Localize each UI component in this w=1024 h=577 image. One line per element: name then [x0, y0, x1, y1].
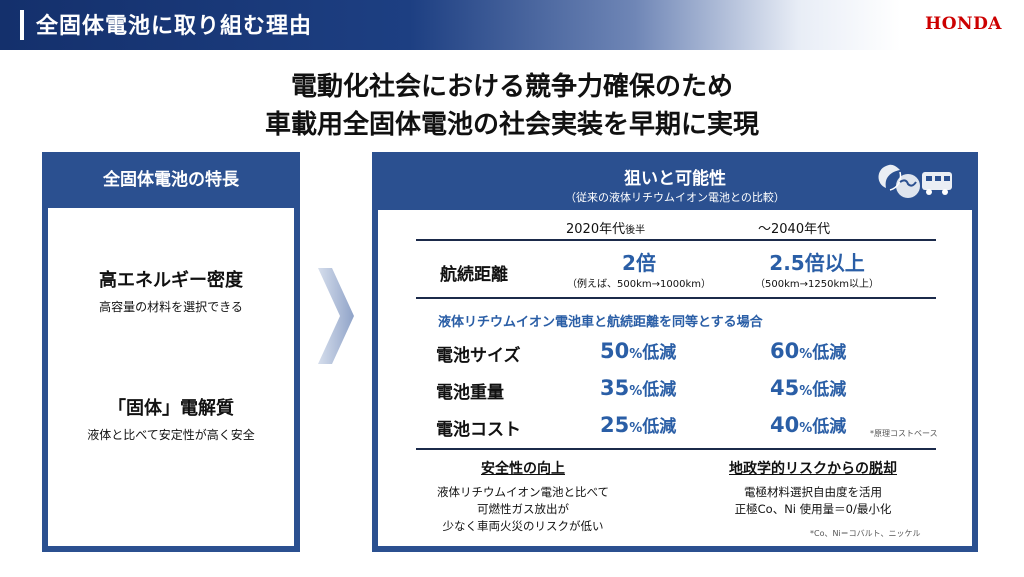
column-header-2040s: ～2040年代: [758, 222, 831, 237]
page-title: 全固体電池に取り組む理由: [36, 14, 313, 39]
safety-title: 安全性の向上: [481, 461, 565, 477]
feature-desc: 高容量の材料を選択できる: [99, 300, 243, 314]
features-panel: 全固体電池の特長 高エネルギー密度 高容量の材料を選択できる 「固体」電解質 液…: [42, 152, 300, 552]
chevron-right-icon: [318, 268, 354, 364]
feature-title: 高エネルギー密度: [99, 270, 243, 291]
feature-desc: 液体と比べて安定性が高く安全: [87, 428, 255, 442]
comparison-condition: 液体リチウムイオン電池車と航続距離を同等とする場合: [438, 315, 763, 330]
header-accent-bar: [20, 10, 24, 40]
geopolitical-desc: 電極材料選択自由度を活用 正極Co、Ni 使用量＝0/最小化: [734, 485, 892, 516]
cost-reduction-2020s: 25%低減: [600, 413, 677, 437]
row-label-cost: 電池コスト: [436, 420, 521, 440]
headline-line1: 電動化社会における競争力確保のため: [290, 72, 733, 102]
headline-line2: 車載用全固体電池の社会実装を早期に実現: [264, 110, 759, 140]
potential-title: 狙いと可能性: [624, 169, 726, 189]
range-value-2040s: 2.5倍以上: [769, 251, 865, 275]
table-top-divider: [416, 239, 936, 241]
weight-reduction-2020s: 35%低減: [600, 376, 677, 400]
features-body: 高エネルギー密度 高容量の材料を選択できる 「固体」電解質 液体と比べて安定性が…: [48, 208, 294, 546]
cost-footnote: *原理コストベース: [870, 429, 938, 438]
size-reduction-2040s: 60%低減: [770, 339, 847, 363]
column-header-2020s: 2020年代後半: [566, 222, 646, 237]
geopolitical-title: 地政学的リスクからの脱却: [729, 461, 897, 477]
table-mid-divider: [416, 297, 936, 299]
header-bar: 全固体電池に取り組む理由: [0, 0, 1024, 50]
size-reduction-2020s: 50%低減: [600, 339, 677, 363]
feature-item: 「固体」電解質 液体と比べて安定性が高く安全: [48, 394, 294, 443]
row-label-range: 航続距離: [440, 265, 508, 285]
potential-body: 2020年代後半 ～2040年代 航続距離 2倍 （例えば、500km→1000…: [378, 210, 972, 546]
honda-logo: HONDA: [925, 14, 1002, 34]
table-bottom-divider: [416, 448, 936, 450]
weight-reduction-2040s: 45%低減: [770, 376, 847, 400]
row-label-weight: 電池重量: [436, 383, 504, 403]
features-title: 全固体電池の特長: [103, 170, 239, 190]
feature-title: 「固体」電解質: [108, 398, 234, 419]
range-value-2020s: 2倍: [622, 251, 656, 275]
eco-vehicle-icon: [878, 164, 952, 198]
potential-subtitle: （従来の液体リチウムイオン電池との比較）: [565, 191, 785, 204]
safety-desc: 液体リチウムイオン電池と比べて 可燃性ガス放出が 少なく車両火災のリスクが低い: [436, 485, 610, 533]
cost-reduction-2040s: 40%低減: [770, 413, 847, 437]
row-label-size: 電池サイズ: [436, 346, 521, 366]
range-note-2040s: （500km→1250km以上）: [755, 279, 879, 290]
feature-item: 高エネルギー密度 高容量の材料を選択できる: [48, 266, 294, 315]
geopolitical-footnote: *Co、Ni＝コバルト、ニッケル: [810, 529, 921, 538]
range-note-2020s: （例えば、500km→1000km）: [567, 279, 711, 290]
potential-panel: 狙いと可能性 （従来の液体リチウムイオン電池との比較） 2020年代後半 ～20…: [372, 152, 978, 552]
